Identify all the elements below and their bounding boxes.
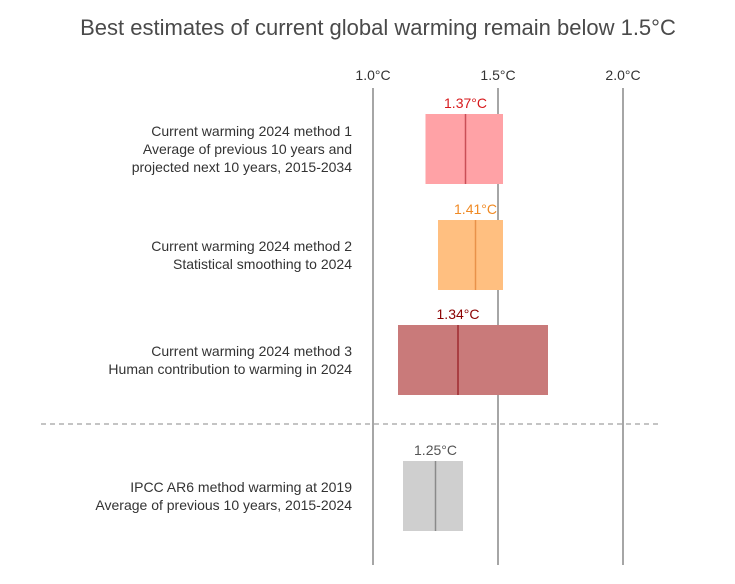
value-label-ipcc-ar6: 1.25°C bbox=[414, 442, 457, 458]
range-bar-method-3 bbox=[398, 325, 548, 395]
chart-title: Best estimates of current global warming… bbox=[80, 15, 676, 40]
row-label-method-2: Current warming 2024 method 2 bbox=[151, 238, 352, 254]
row-labels: Current warming 2024 method 1 Average of … bbox=[95, 123, 352, 513]
range-bar-method-2 bbox=[438, 220, 503, 290]
value-label-method-2: 1.41°C bbox=[454, 201, 497, 217]
row-label-method-1: Average of previous 10 years and bbox=[143, 141, 352, 157]
row-label-method-3: Current warming 2024 method 3 bbox=[151, 343, 352, 359]
range-bar-ipcc-ar6 bbox=[403, 461, 463, 531]
value-label-method-1: 1.37°C bbox=[444, 95, 487, 111]
x-tick-label: 1.5°C bbox=[480, 67, 515, 83]
x-tick-label: 1.0°C bbox=[355, 67, 390, 83]
range-bar-method-1 bbox=[425, 114, 503, 184]
row-label-ipcc-ar6: IPCC AR6 method warming at 2019 bbox=[130, 479, 352, 495]
row-label-method-3: Human contribution to warming in 2024 bbox=[108, 361, 352, 377]
range-bars: 1.37°C 1.41°C 1.34°C 1.25°C bbox=[398, 95, 548, 531]
row-label-method-2: Statistical smoothing to 2024 bbox=[173, 256, 352, 272]
value-label-method-3: 1.34°C bbox=[437, 306, 480, 322]
row-label-method-1: Current warming 2024 method 1 bbox=[151, 123, 352, 139]
x-tick-label: 2.0°C bbox=[605, 67, 640, 83]
x-tick-labels: 1.0°C 1.5°C 2.0°C bbox=[355, 67, 640, 83]
row-label-ipcc-ar6: Average of previous 10 years, 2015-2024 bbox=[95, 497, 352, 513]
row-label-method-1: projected next 10 years, 2015-2034 bbox=[132, 159, 352, 175]
